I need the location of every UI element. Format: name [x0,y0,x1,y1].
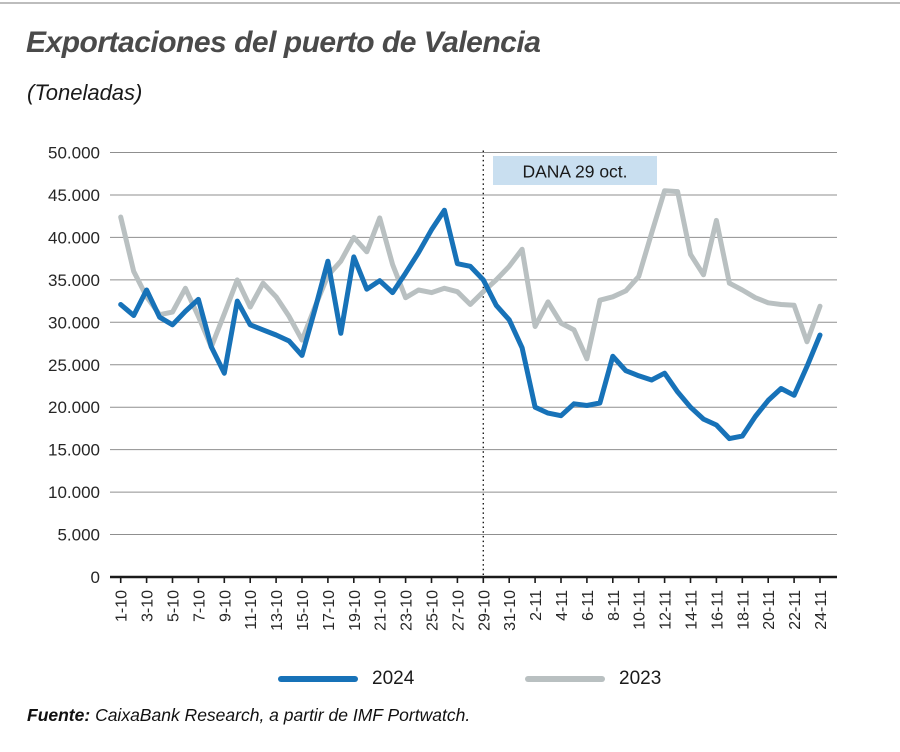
x-tick-label: 7-10 [191,590,208,622]
y-tick-label: 10.000 [48,483,100,502]
y-tick-label: 0 [91,568,100,587]
x-tick-label: 11-10 [243,590,260,630]
x-tick-label: 20-11 [761,590,778,630]
x-tick-label: 31-10 [502,590,519,631]
source-note: Fuente: CaixaBank Research, a partir de … [27,705,470,726]
gridlines [110,152,837,536]
dana-annotation: DANA 29 oct. [493,156,657,185]
y-axis-labels: 0 5.000 10.000 15.000 20.000 25.000 30.000 35.0… [48,144,100,588]
x-tick-label: 3-10 [140,590,157,622]
chart-subtitle: (Toneladas) [27,80,143,105]
series-line-2023 [118,188,823,362]
x-tick-label: 21-10 [373,590,390,631]
x-tick-label: 27-10 [450,590,467,631]
y-tick-label: 30.000 [48,313,100,332]
x-tick-label: 23-10 [399,590,416,631]
dana-annotation-box [493,156,657,185]
legend-item-2024: 2024 [278,668,414,690]
x-tick-label: 24-11 [813,590,830,630]
x-axis-ticks [119,577,821,583]
x-tick-label: 8-11 [606,590,623,621]
y-tick-label: 45.000 [48,186,100,205]
x-axis-labels: 1-10 3-10 5-10 7-10 9-10 11-10 13-10 15-10 17-10… [114,590,830,631]
x-tick-label: 19-10 [347,590,364,631]
x-tick-label: 25-10 [425,590,442,631]
legend-swatch-2023 [525,676,605,682]
x-tick-label: 22-11 [787,590,804,630]
x-tick-label: 13-10 [269,590,286,631]
y-tick-label: 25.000 [48,356,100,375]
x-tick-label: 5-10 [166,590,183,622]
legend-label-2024: 2024 [372,668,415,689]
y-tick-label: 15.000 [48,441,100,460]
x-tick-label: 12-11 [658,590,675,630]
x-tick-label: 2-11 [528,590,545,621]
x-tick-label: 4-11 [554,590,571,621]
top-rule [0,2,900,4]
x-tick-label: 10-11 [632,590,649,630]
chart-title: Exportaciones del puerto de Valencia [26,26,541,59]
x-tick-label: 9-10 [217,590,234,622]
source-label: Fuente: [27,705,91,725]
x-tick-label: 17-10 [321,590,338,631]
legend: 2024 2023 [0,666,900,692]
legend-item-2023: 2023 [525,668,661,690]
source-text: CaixaBank Research, a partir de IMF Port… [90,705,471,725]
y-tick-label: 5.000 [57,526,100,545]
x-tick-label: 18-11 [735,590,752,630]
y-tick-label: 40.000 [48,228,100,247]
dana-annotation-text: DANA 29 oct. [522,162,627,182]
x-tick-label: 1-10 [114,590,131,622]
legend-swatch-2024 [278,676,358,682]
y-tick-label: 35.000 [48,271,100,290]
x-tick-label: 6-11 [580,590,597,621]
x-tick-label: 15-10 [295,590,312,631]
x-tick-label: 16-11 [709,590,726,630]
x-tick-label: 29-10 [476,590,493,631]
x-tick-label: 14-11 [684,590,701,630]
y-tick-label: 20.000 [48,398,100,417]
legend-label-2023: 2023 [619,668,662,689]
y-tick-label: 50.000 [48,144,100,163]
series-line-2024 [118,207,823,442]
